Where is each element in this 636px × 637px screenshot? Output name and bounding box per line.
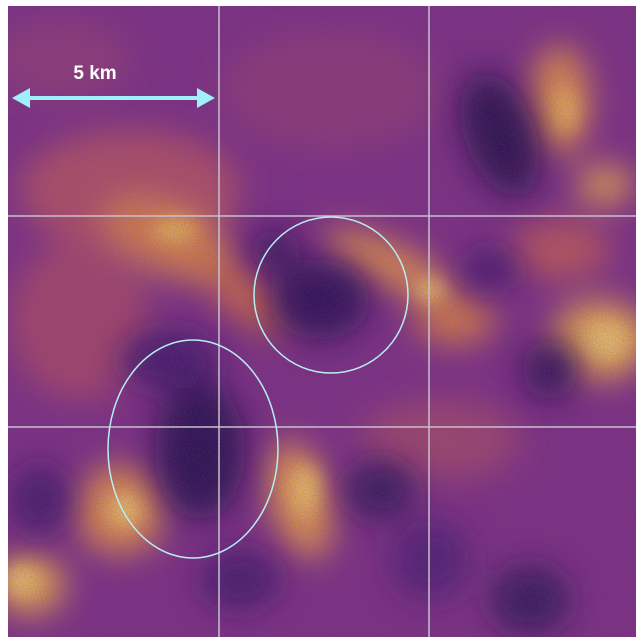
page: 5 km (() => { const data = JSON.parse(do… [0, 0, 636, 637]
heatmap [0, 6, 636, 637]
noise [8, 6, 636, 637]
image-view: 5 km [0, 0, 636, 637]
scale-label: 5 km [73, 63, 116, 84]
